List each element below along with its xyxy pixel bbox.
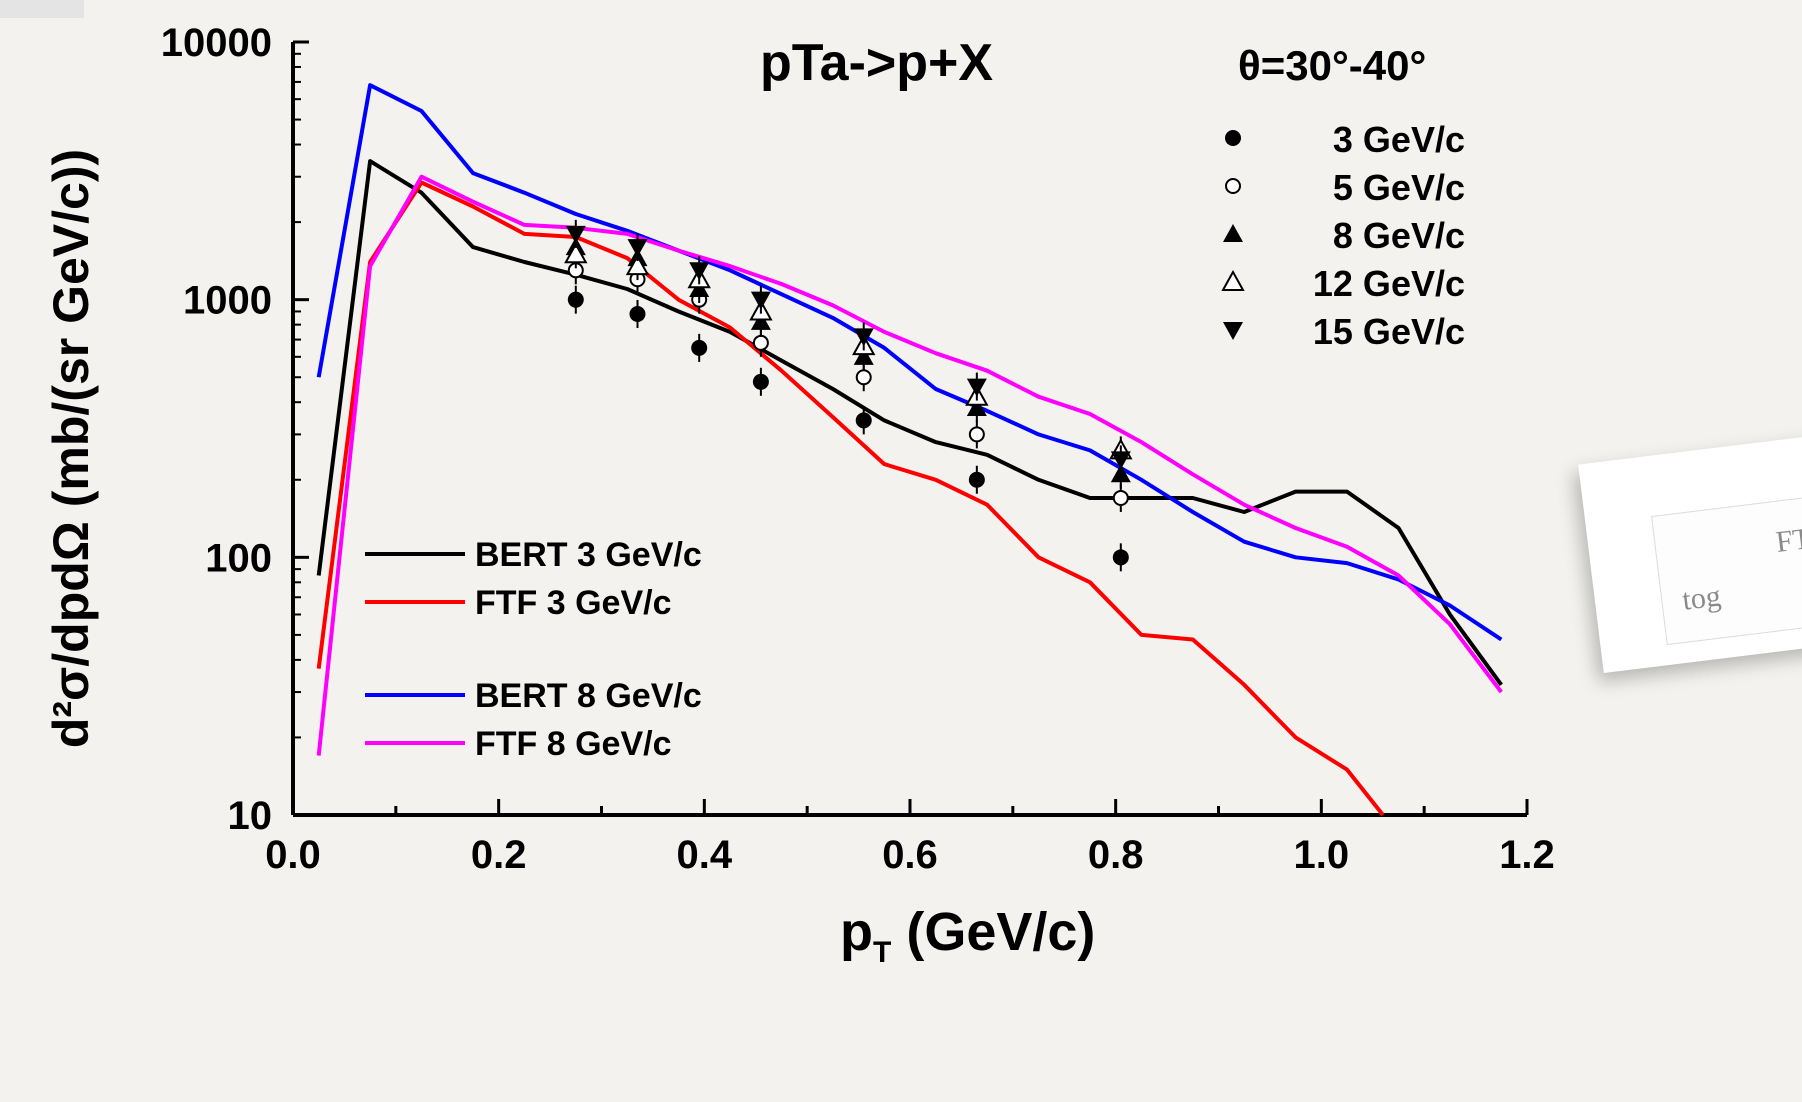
legend-line-label: BERT 8 GeV/c (475, 677, 702, 715)
marker-filled-triangle-down (966, 378, 987, 397)
x-tick-label: 0.8 (1088, 833, 1144, 877)
marker-filled-triangle-down (853, 328, 874, 347)
marker-filled-circle (691, 339, 708, 356)
chart-text: 0.0 0.2 0.4 0.6 0.8 1.0 1.2 10 100 1000 10000 pTa->… (43, 21, 1555, 969)
x-tick-label: 1.0 (1294, 833, 1350, 877)
marker-filled-triangle-down (565, 225, 586, 244)
marker-filled-circle (752, 373, 769, 390)
x-tick-label: 0.2 (471, 833, 527, 877)
marker-filled-triangle-down (689, 262, 710, 281)
marker-filled-circle (1225, 130, 1241, 146)
marker-filled-circle (629, 305, 646, 322)
marker-open-circle (752, 334, 769, 351)
series-line (316, 180, 1385, 817)
marker-filled-triangle-down (750, 291, 771, 310)
axes (291, 40, 1529, 817)
angle-label: θ=30°-40° (1238, 42, 1426, 89)
marker-filled-triangle-down (1110, 451, 1131, 470)
x-tick-label: 1.2 (1499, 833, 1555, 877)
marker-open-triangle-up (625, 254, 650, 276)
marker-filled-circle (968, 471, 985, 488)
x-tick-label: 0.4 (677, 833, 733, 877)
legend-point-label: 3 GeV/c (1333, 119, 1465, 160)
sticky-note-text: FT tog (1650, 486, 1802, 646)
y-tick-label: 10 (228, 794, 273, 838)
legend-point-label: 15 GeV/c (1313, 311, 1465, 352)
legend-line-label: FTF 3 GeV/c (475, 584, 672, 622)
slide-edge (0, 0, 84, 18)
y-axis-label: d²σ/dpdΩ (mb/(sr GeV/c)) (43, 149, 99, 748)
marker-filled-triangle-down (627, 239, 648, 258)
marker-filled-circle (567, 291, 584, 308)
marker-filled-circle (1112, 549, 1129, 566)
x-tick-label: 0.6 (882, 833, 938, 877)
marker-open-circle (1225, 178, 1241, 194)
y-tick-label: 1000 (183, 279, 272, 323)
y-tick-label: 10000 (161, 21, 272, 65)
legend-line-label: FTF 8 GeV/c (475, 725, 672, 763)
legend-point-label: 12 GeV/c (1313, 263, 1465, 304)
marker-open-triangle-up (1221, 269, 1245, 291)
series-line (316, 83, 1503, 642)
legend-line-label: BERT 3 GeV/c (475, 536, 702, 574)
marker-open-circle (968, 426, 985, 443)
y-tick-label: 100 (205, 536, 272, 580)
marker-filled-triangle-down (1223, 322, 1243, 340)
sticky-note: FT tog (1578, 432, 1802, 674)
x-tick-label: 0.0 (265, 833, 321, 877)
legend-point-label: 8 GeV/c (1333, 215, 1465, 256)
data-points (564, 219, 1133, 572)
marker-open-triangle-up (564, 242, 588, 264)
series-line (316, 174, 1503, 756)
x-axis-label: pT (GeV/c) (840, 902, 1095, 969)
legend-point-label: 5 GeV/c (1333, 167, 1465, 208)
series-line (316, 159, 1503, 686)
series-lines (316, 83, 1503, 817)
chart-title: pTa->p+X (760, 34, 993, 92)
marker-filled-triangle-up (1223, 224, 1243, 242)
marker-filled-circle (855, 412, 872, 429)
marker-open-circle (1112, 489, 1129, 506)
marker-open-circle (855, 369, 872, 386)
